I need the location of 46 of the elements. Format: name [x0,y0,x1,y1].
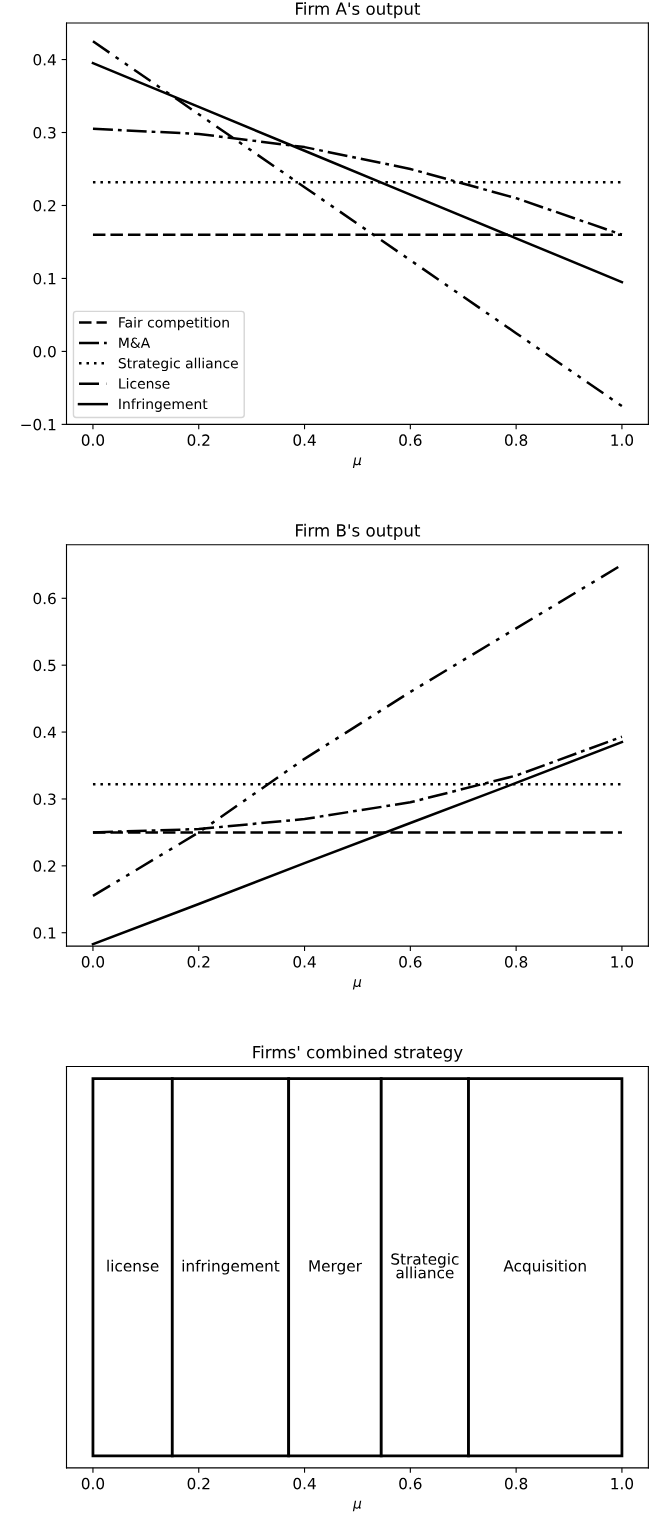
series-label: Strategic alliance [391,1252,459,1279]
x-tick-label: 0.8 [504,1477,528,1490]
series-label: Acquisition [503,1259,586,1275]
y-tick-label: 0.4 [33,726,56,739]
x-tick-label: 0.6 [399,434,422,446]
y-tick-label: 0.1 [33,927,56,939]
x-tick-label: 1.0 [611,434,634,446]
series-label: Merger [309,1260,362,1275]
x-tick-label: 0.8 [504,434,528,446]
x-tick-label: 0.6 [399,956,422,968]
y-tick-label: 0.1 [33,272,56,285]
y-tick-label: 0.3 [33,126,56,139]
y-tick-label: 0.4 [33,54,56,66]
x-tick-label: 0.8 [504,956,528,968]
y-tick-label: 0.0 [33,345,56,358]
y-tick-label: 0.6 [33,592,56,605]
x-axis-title: μ [352,457,362,468]
chart-title: Firms' combined strategy [253,1045,463,1062]
chart-title: Firm A's output [296,2,421,19]
legend-label: License [119,378,170,389]
series-label: infringement [182,1259,280,1275]
x-tick-label: 0.4 [293,1477,316,1490]
series-label: license [107,1259,159,1272]
y-tick-label: 0.3 [33,793,56,805]
y-tick-label: −0.1 [21,418,56,431]
legend-label: Infringement [119,398,208,412]
y-tick-label: 0.5 [33,659,56,672]
chart-title: Firm B's output [296,523,421,540]
x-tick-label: 0.0 [81,1477,105,1490]
x-tick-label: 0.4 [293,434,316,446]
legend-label: Strategic alliance [118,357,238,372]
x-tick-label: 0.0 [81,956,105,968]
y-tick-label: 0.2 [33,199,56,212]
legend-label: M&A [119,337,151,349]
x-tick-label: 0.2 [187,434,210,446]
x-tick-label: 0.6 [399,1477,422,1490]
x-tick-label: 0.0 [81,434,105,446]
x-tick-label: 0.4 [293,956,316,968]
legend-label: Fair competition [119,316,229,331]
x-tick-label: 1.0 [611,1477,634,1490]
x-axis-title: μ [352,1500,362,1512]
y-tick-label: 0.2 [33,860,56,872]
x-tick-label: 1.0 [611,956,634,968]
x-axis-title: μ [352,979,362,990]
x-tick-label: 0.2 [187,956,210,968]
x-tick-label: 0.2 [187,1477,210,1490]
